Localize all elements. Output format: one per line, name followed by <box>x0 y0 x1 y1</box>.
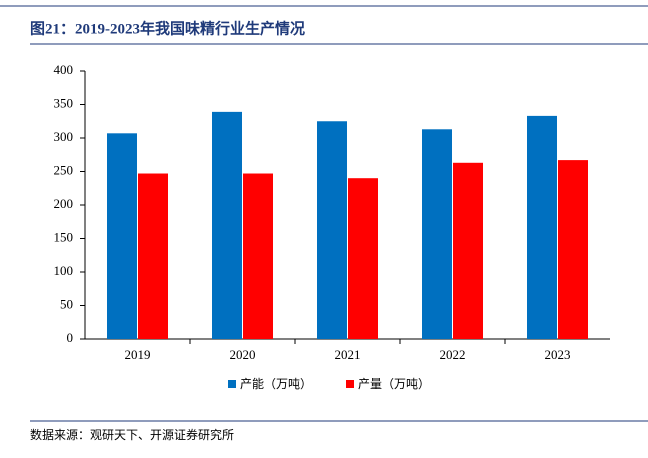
bar <box>317 121 347 339</box>
source: 数据来源：观研天下、开源证券研究所 <box>30 427 234 442</box>
bar <box>453 162 483 339</box>
y-tick-label: 100 <box>54 263 74 278</box>
bar <box>212 111 242 340</box>
bar <box>348 178 378 339</box>
bar <box>527 115 557 339</box>
x-tick-label: 2021 <box>335 347 361 362</box>
y-tick-label: 150 <box>54 229 74 244</box>
legend-swatch <box>228 380 236 388</box>
bar <box>107 133 137 339</box>
x-tick-label: 2020 <box>230 347 256 362</box>
y-tick-label: 250 <box>54 162 74 177</box>
legend-label: 产能（万吨） <box>240 377 312 391</box>
legend-swatch <box>346 380 354 388</box>
y-tick-label: 400 <box>54 62 74 77</box>
bar <box>138 173 168 339</box>
x-tick-label: 2023 <box>545 347 571 362</box>
legend-label: 产量（万吨） <box>358 377 430 391</box>
bar <box>422 129 452 339</box>
x-tick-label: 2019 <box>125 347 151 362</box>
bar <box>243 173 273 339</box>
chart-title: 图21：2019-2023年我国味精行业生产情况 <box>30 19 305 37</box>
y-tick-label: 300 <box>54 129 74 144</box>
y-tick-label: 200 <box>54 196 74 211</box>
y-tick-label: 50 <box>60 296 73 311</box>
bar <box>558 160 588 339</box>
y-tick-label: 350 <box>54 95 74 110</box>
y-tick-label: 0 <box>67 330 74 345</box>
x-tick-label: 2022 <box>440 347 466 362</box>
